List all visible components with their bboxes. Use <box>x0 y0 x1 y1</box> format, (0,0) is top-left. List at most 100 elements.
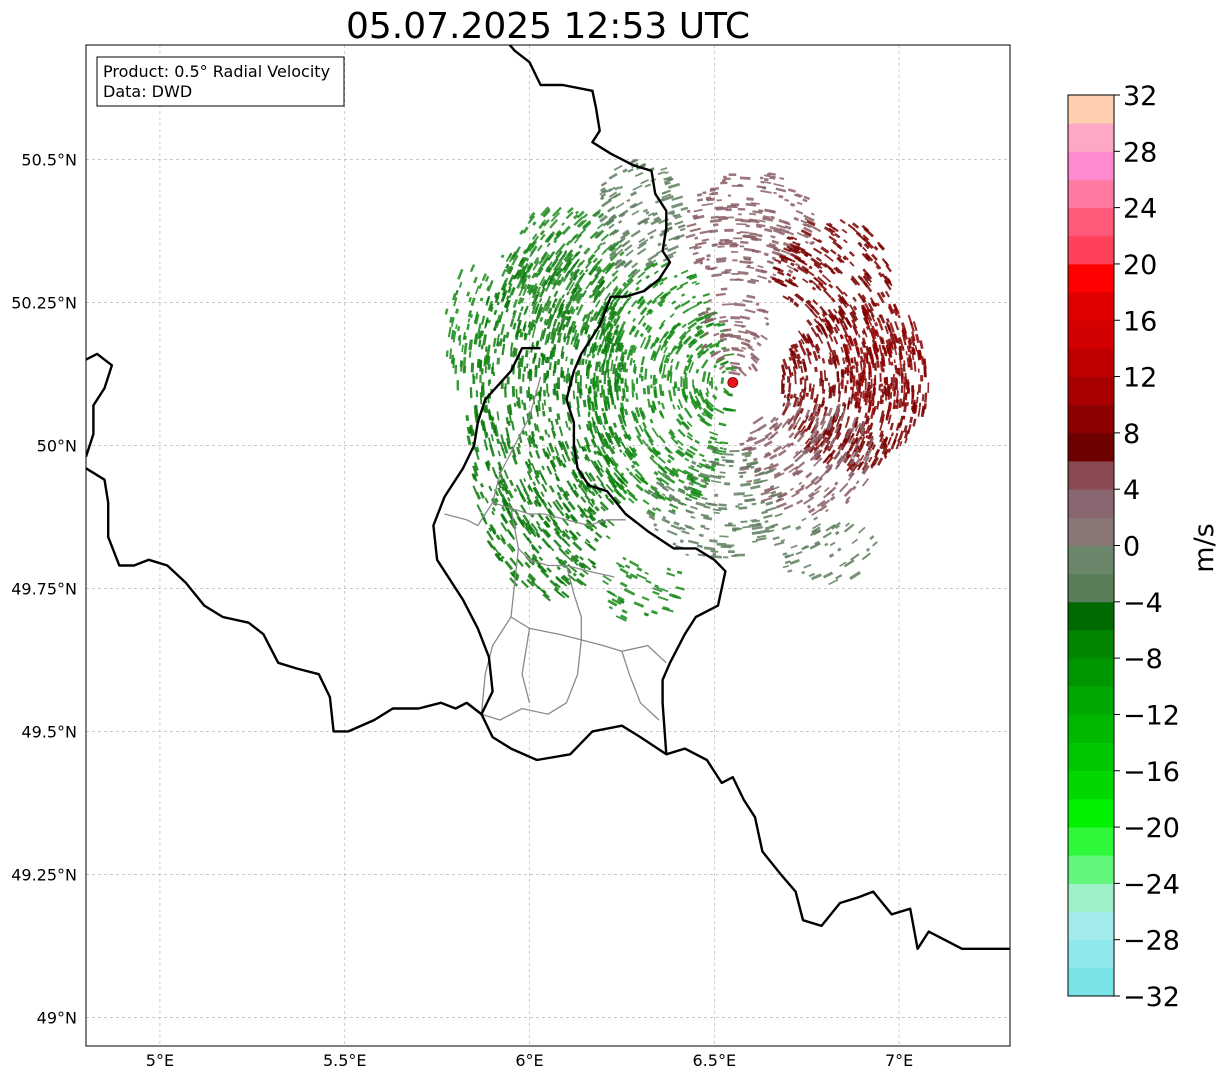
colorbar-segment <box>1068 292 1114 321</box>
velocity-echo <box>705 401 715 411</box>
velocity-echo <box>706 317 717 323</box>
velocity-echo <box>706 387 710 395</box>
velocity-echo <box>857 526 866 534</box>
velocity-echo <box>669 313 675 318</box>
velocity-echo <box>763 252 769 257</box>
velocity-echo <box>750 278 760 283</box>
velocity-echo <box>622 242 628 247</box>
velocity-echo <box>844 356 849 363</box>
velocity-echo <box>842 299 847 305</box>
velocity-echo <box>477 358 481 369</box>
velocity-echo <box>843 334 849 343</box>
velocity-echo <box>710 187 719 191</box>
velocity-echo <box>614 330 619 336</box>
velocity-echo <box>567 293 576 306</box>
velocity-echo <box>828 444 833 450</box>
velocity-echo <box>556 413 561 420</box>
velocity-echo <box>746 479 753 483</box>
velocity-echo <box>764 227 773 233</box>
velocity-echo <box>711 273 723 278</box>
velocity-echo <box>641 411 646 419</box>
velocity-echo <box>573 238 579 244</box>
velocity-echo <box>796 231 809 239</box>
velocity-echo <box>704 265 710 268</box>
velocity-echo <box>602 389 606 401</box>
velocity-echo <box>625 467 630 472</box>
velocity-echo <box>829 541 836 547</box>
velocity-echo <box>495 534 501 541</box>
velocity-echo <box>769 176 776 180</box>
velocity-echo <box>569 417 573 424</box>
velocity-echo <box>861 309 868 317</box>
velocity-echo <box>607 476 613 483</box>
velocity-echo <box>805 443 815 455</box>
velocity-echo <box>658 384 663 396</box>
velocity-echo <box>564 490 570 497</box>
velocity-echo <box>758 471 766 476</box>
velocity-echo <box>650 454 655 459</box>
velocity-echo <box>811 429 819 440</box>
velocity-echo <box>835 285 845 296</box>
velocity-echo <box>703 546 716 551</box>
velocity-echo <box>823 369 827 382</box>
velocity-echo <box>589 514 597 522</box>
velocity-echo <box>740 482 752 487</box>
velocity-echo <box>557 303 563 312</box>
velocity-echo <box>884 290 890 298</box>
velocity-echo <box>645 511 656 519</box>
velocity-echo <box>621 358 625 364</box>
velocity-echo <box>550 212 561 222</box>
velocity-echo <box>564 549 570 555</box>
velocity-echo <box>631 325 637 332</box>
velocity-echo <box>842 256 847 261</box>
velocity-echo <box>706 197 715 202</box>
velocity-echo <box>803 445 812 455</box>
velocity-echo <box>527 215 536 225</box>
velocity-echo <box>837 297 844 305</box>
velocity-echo <box>647 509 656 517</box>
velocity-echo <box>556 590 566 599</box>
velocity-echo <box>800 338 805 345</box>
velocity-echo <box>466 435 472 446</box>
velocity-echo <box>695 343 704 352</box>
velocity-echo <box>581 358 585 366</box>
velocity-echo <box>751 531 759 536</box>
velocity-echo <box>621 476 627 483</box>
velocity-echo <box>676 448 686 457</box>
velocity-echo <box>721 369 727 375</box>
velocity-echo <box>764 525 775 530</box>
velocity-echo <box>651 298 658 305</box>
velocity-echo <box>788 278 794 283</box>
velocity-echo <box>594 345 599 352</box>
velocity-echo <box>604 454 609 459</box>
velocity-echo <box>600 348 605 354</box>
velocity-echo <box>492 545 501 557</box>
velocity-echo <box>694 439 700 445</box>
velocity-echo <box>506 528 514 538</box>
velocity-echo <box>769 225 778 231</box>
velocity-echo <box>777 261 782 265</box>
velocity-echo <box>811 529 818 534</box>
velocity-echo <box>661 402 666 410</box>
velocity-echo <box>541 354 546 361</box>
velocity-echo <box>687 539 699 545</box>
velocity-echo <box>510 342 514 351</box>
velocity-echo <box>725 366 738 371</box>
velocity-echo <box>772 445 783 453</box>
velocity-echo <box>663 346 668 354</box>
velocity-echo <box>550 267 559 280</box>
velocity-echo <box>645 274 650 280</box>
velocity-echo <box>823 253 834 262</box>
velocity-echo <box>783 504 794 511</box>
velocity-echo <box>530 513 535 518</box>
velocity-echo <box>592 434 596 439</box>
velocity-echo <box>481 273 487 282</box>
velocity-echo <box>802 278 809 284</box>
velocity-echo <box>777 449 787 457</box>
velocity-echo <box>719 238 730 242</box>
velocity-echo <box>567 569 572 574</box>
velocity-echo <box>696 400 701 406</box>
velocity-echo <box>679 281 689 288</box>
velocity-echo <box>864 412 868 419</box>
velocity-echo <box>810 212 815 216</box>
